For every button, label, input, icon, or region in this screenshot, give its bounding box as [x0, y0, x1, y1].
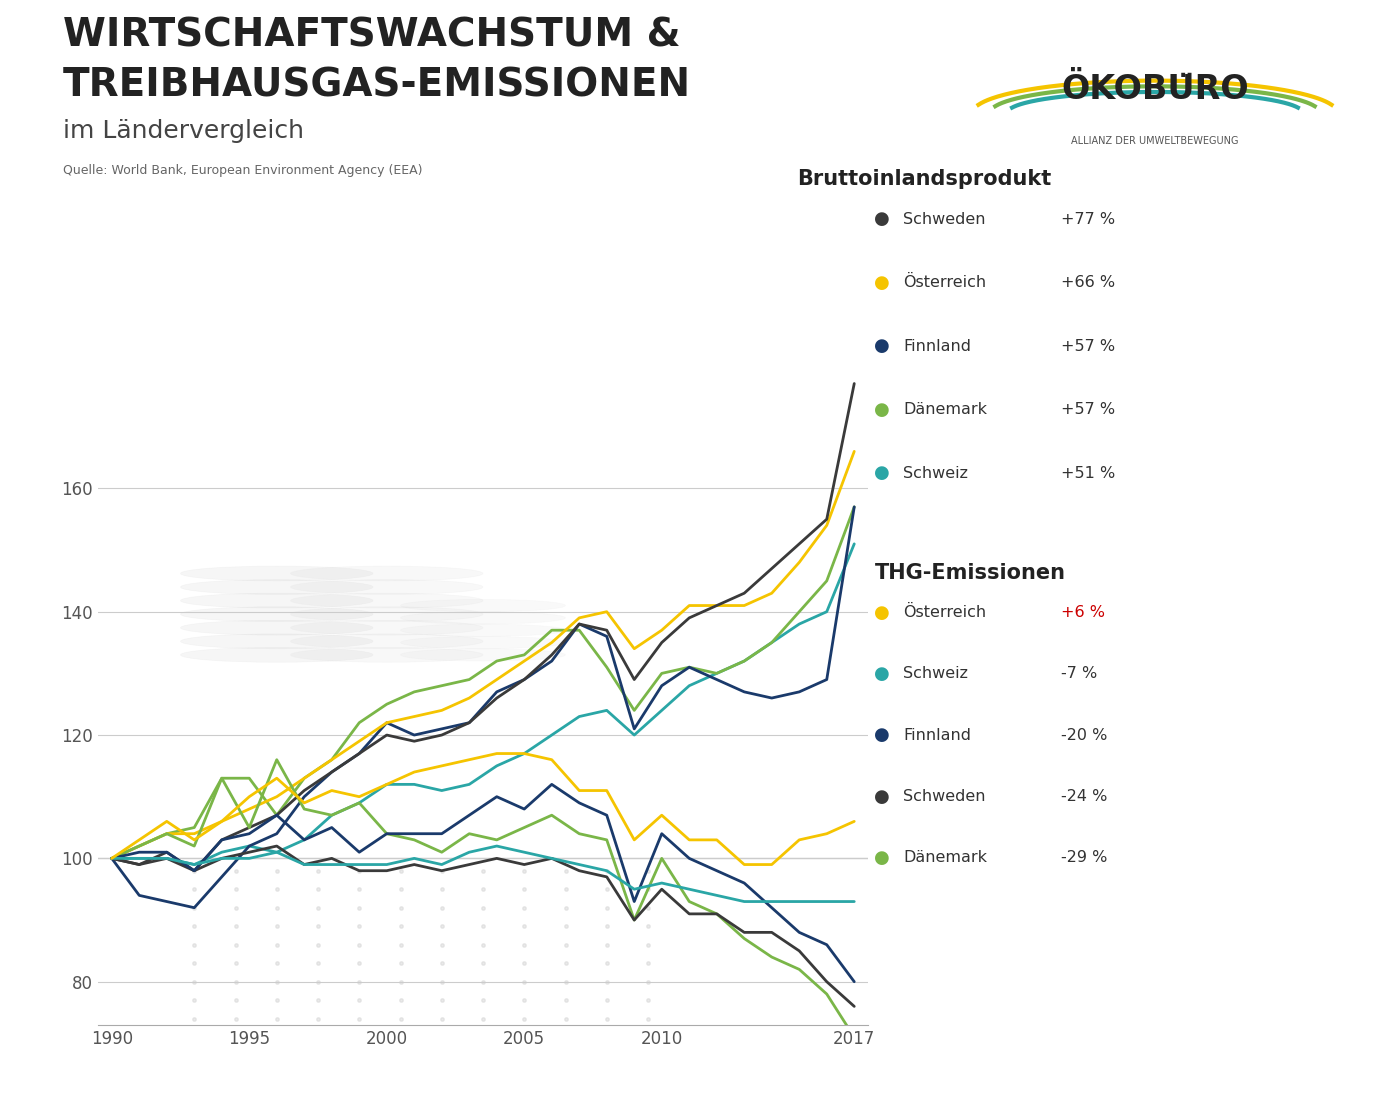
Ellipse shape [181, 634, 372, 648]
Text: ●: ● [874, 788, 890, 805]
Ellipse shape [291, 647, 483, 662]
Text: Finnland: Finnland [903, 339, 972, 354]
Text: ●: ● [874, 401, 890, 419]
Text: Quelle: World Bank, European Environment Agency (EEA): Quelle: World Bank, European Environment… [63, 164, 423, 177]
Text: ●: ● [874, 465, 890, 482]
Ellipse shape [400, 599, 566, 612]
Text: THG-Emissionen: THG-Emissionen [875, 563, 1065, 583]
Ellipse shape [400, 636, 566, 648]
Text: Österreich: Österreich [903, 275, 986, 291]
Text: +57 %: +57 % [1061, 402, 1116, 418]
Text: ÖKOBÜRO: ÖKOBÜRO [1061, 72, 1249, 106]
Text: +51 %: +51 % [1061, 466, 1116, 481]
Ellipse shape [400, 624, 566, 636]
Ellipse shape [181, 579, 372, 595]
Text: Dänemark: Dänemark [903, 850, 987, 866]
Text: +77 %: +77 % [1061, 212, 1116, 227]
Ellipse shape [181, 647, 372, 662]
Text: Schweden: Schweden [903, 212, 986, 227]
Text: Schweden: Schweden [903, 789, 986, 804]
Ellipse shape [291, 566, 483, 580]
Text: Österreich: Österreich [903, 605, 986, 620]
Ellipse shape [291, 620, 483, 635]
Text: +6 %: +6 % [1061, 605, 1105, 620]
Text: Schweiz: Schweiz [903, 666, 967, 682]
Text: TREIBHAUSGAS-EMISSIONEN: TREIBHAUSGAS-EMISSIONEN [63, 67, 692, 105]
Ellipse shape [400, 648, 566, 661]
Ellipse shape [291, 593, 483, 608]
Text: ●: ● [874, 665, 890, 683]
Text: ALLIANZ DER UMWELTBEWEGUNG: ALLIANZ DER UMWELTBEWEGUNG [1071, 136, 1239, 146]
Text: ●: ● [874, 211, 890, 228]
Text: -24 %: -24 % [1061, 789, 1107, 804]
Ellipse shape [400, 612, 566, 624]
Text: Schweiz: Schweiz [903, 466, 967, 481]
Text: -29 %: -29 % [1061, 850, 1107, 866]
Text: Bruttoinlandsprodukt: Bruttoinlandsprodukt [797, 169, 1051, 189]
Ellipse shape [181, 607, 372, 622]
Text: ●: ● [874, 726, 890, 744]
Text: ●: ● [874, 604, 890, 622]
Text: +66 %: +66 % [1061, 275, 1116, 291]
Text: -7 %: -7 % [1061, 666, 1098, 682]
Text: -20 %: -20 % [1061, 727, 1107, 743]
Text: im Ländervergleich: im Ländervergleich [63, 119, 304, 144]
Text: WIRTSCHAFTSWACHSTUM &: WIRTSCHAFTSWACHSTUM & [63, 17, 680, 55]
Ellipse shape [181, 566, 372, 580]
Ellipse shape [181, 593, 372, 608]
Text: ●: ● [874, 274, 890, 292]
Text: Dänemark: Dänemark [903, 402, 987, 418]
Ellipse shape [291, 579, 483, 595]
Text: ●: ● [874, 849, 890, 867]
Text: Finnland: Finnland [903, 727, 972, 743]
Text: +57 %: +57 % [1061, 339, 1116, 354]
Ellipse shape [291, 634, 483, 648]
Ellipse shape [181, 620, 372, 635]
Text: ●: ● [874, 338, 890, 355]
Ellipse shape [291, 607, 483, 622]
